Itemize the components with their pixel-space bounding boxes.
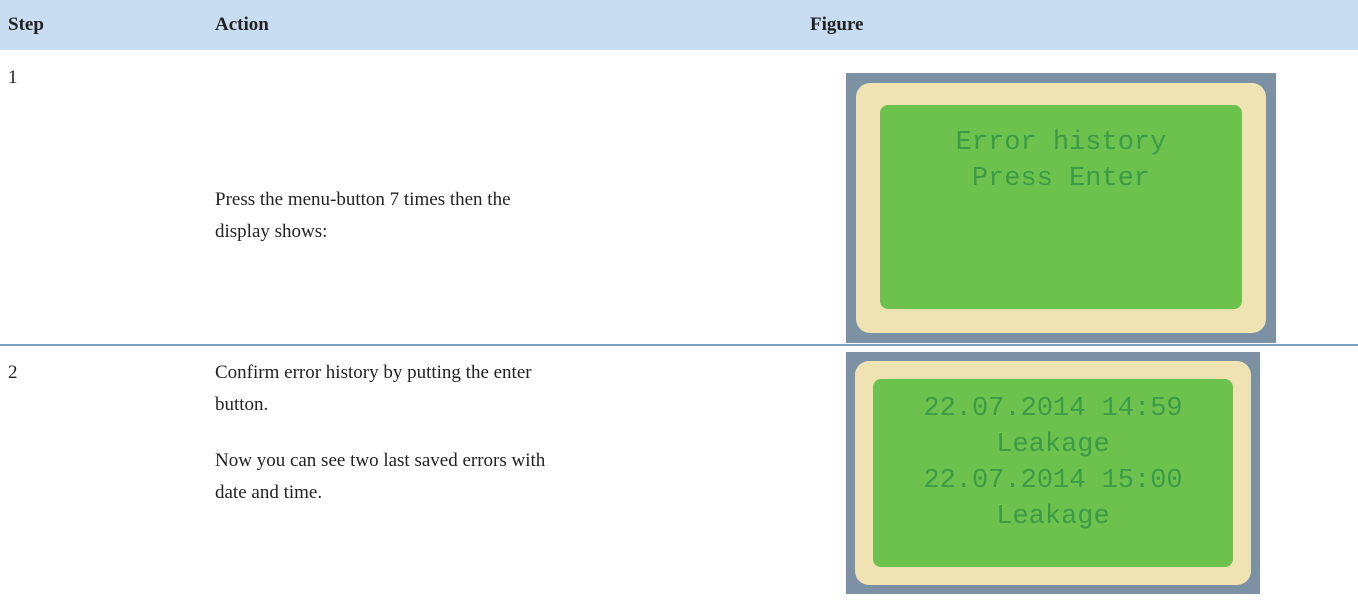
row-separator [0, 344, 1358, 346]
action: Confirm error history by putting the ent… [215, 357, 565, 533]
lcd-screen: 22.07.2014 14:59 Leakage 22.07.2014 15:0… [873, 379, 1233, 567]
lcd-bezel: Error history Press Enter [856, 83, 1266, 333]
header-cell: Action [215, 14, 269, 35]
header-cell: Figure [810, 14, 864, 35]
lcd-line: Leakage [996, 430, 1110, 460]
lcd-figure: 22.07.2014 14:59 Leakage 22.07.2014 15:0… [846, 352, 1260, 594]
action-text: Now you can see two last saved errors wi… [215, 450, 546, 503]
lcd-line: 22.07.2014 14:59 [923, 394, 1183, 424]
lcd-screen: Error history Press Enter [880, 105, 1242, 309]
lcd-line: Leakage [996, 502, 1110, 532]
step: 2 [8, 362, 18, 383]
lcd-line: Error history [955, 128, 1167, 158]
lcd-figure: Error history Press Enter [846, 73, 1276, 343]
step: 1 [8, 67, 18, 88]
lcd-line: 22.07.2014 15:00 [923, 466, 1183, 496]
action-text: Confirm error history by putting the ent… [215, 362, 532, 415]
action-text: Press the menu-button 7 times then the d… [215, 189, 511, 242]
action: Press the menu-button 7 times then the d… [215, 184, 565, 272]
lcd-bezel: 22.07.2014 14:59 Leakage 22.07.2014 15:0… [855, 361, 1251, 585]
header-row [0, 0, 1358, 50]
lcd-line: Press Enter [971, 164, 1151, 194]
header-cell: Step [8, 14, 44, 35]
